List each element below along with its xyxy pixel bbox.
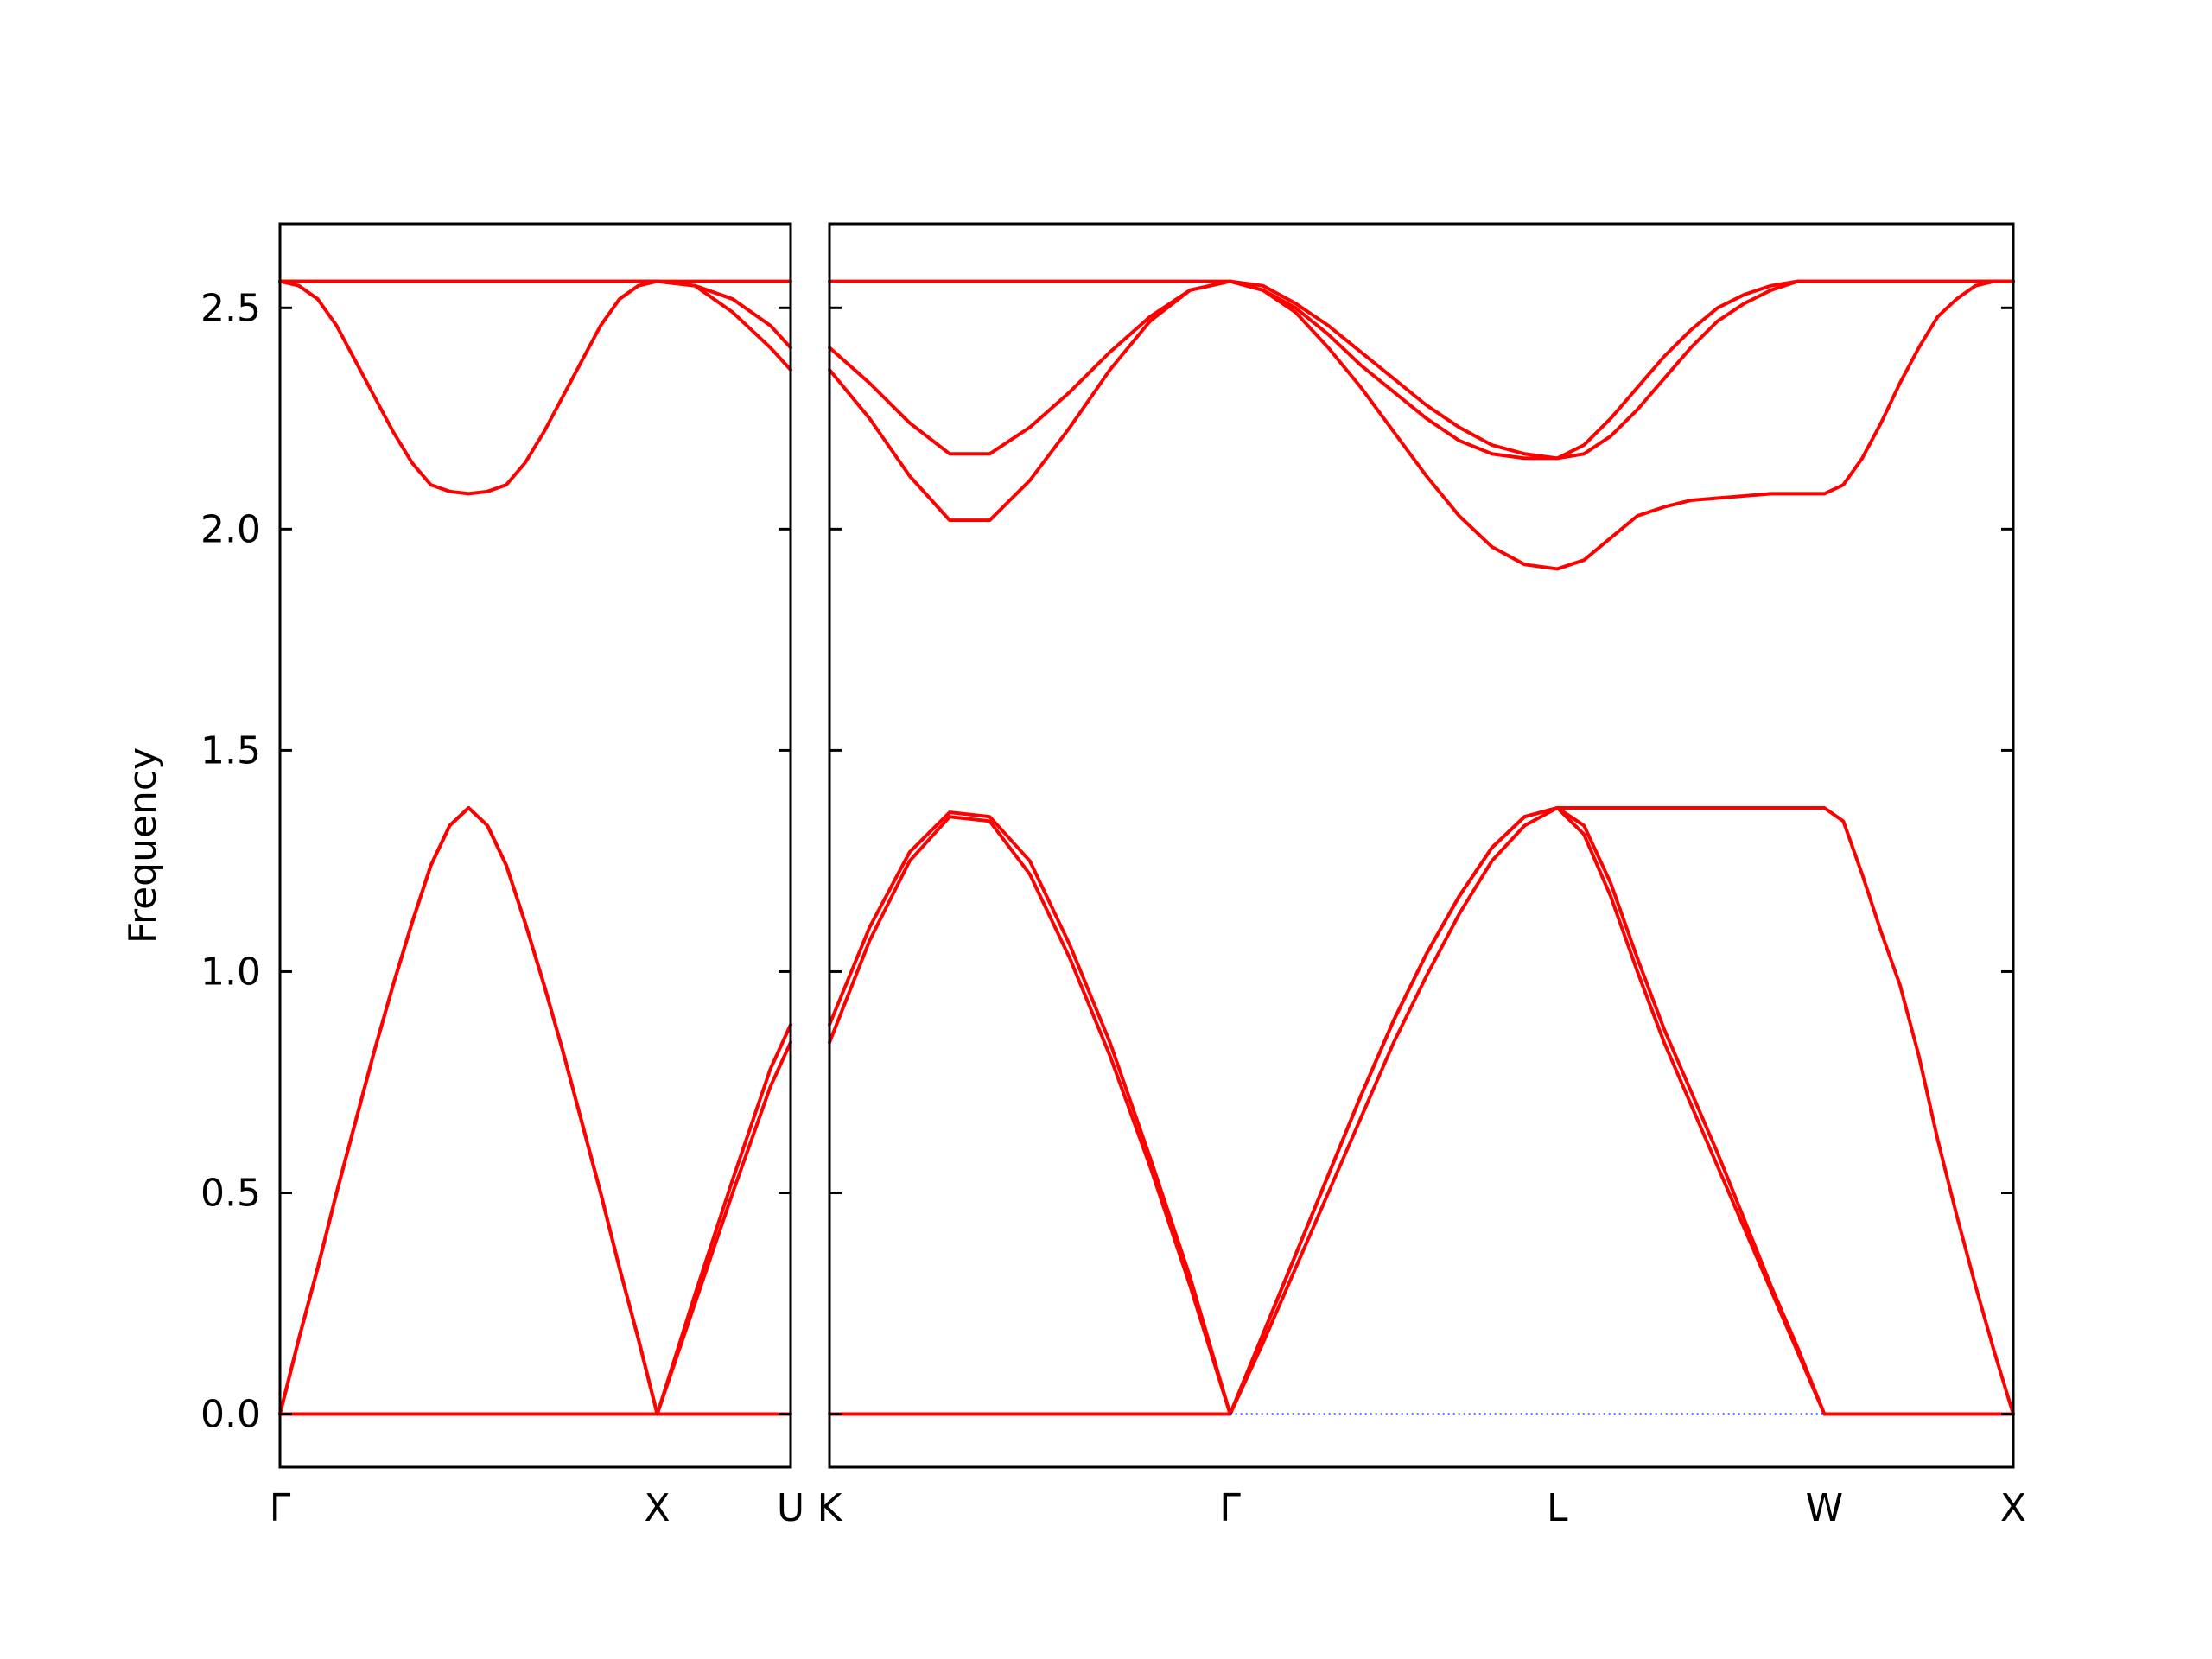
axes-frame <box>278 222 792 1469</box>
band-line <box>278 279 792 496</box>
y-tick-label: 2.0 <box>200 507 261 551</box>
x-tick-label: Γ <box>1219 1486 1241 1530</box>
y-tick-label: 1.0 <box>200 950 261 994</box>
band-line <box>278 805 792 1416</box>
x-tick-label: X <box>2000 1486 2026 1530</box>
y-axis-label: Frequency <box>121 747 165 944</box>
y-tick-label: 0.5 <box>200 1171 261 1215</box>
y-tick-label: 0.0 <box>200 1393 261 1437</box>
band-line <box>828 279 2015 571</box>
band-line <box>278 279 792 372</box>
band-line <box>828 279 2015 461</box>
band-line <box>828 805 2015 1416</box>
x-tick-label: U <box>777 1486 804 1530</box>
band-line <box>828 805 2015 1416</box>
x-tick-label: W <box>1806 1486 1844 1530</box>
band-line <box>828 805 2015 1416</box>
band-line <box>278 805 792 1416</box>
x-tick-label: L <box>1547 1486 1568 1530</box>
x-tick-label: Γ <box>270 1486 291 1530</box>
band-line <box>828 279 2015 461</box>
y-tick-label: 2.5 <box>200 286 261 330</box>
y-tick-label: 1.5 <box>200 728 261 772</box>
axes-frame <box>828 222 2015 1469</box>
x-tick-label: X <box>645 1486 671 1530</box>
x-tick-label: K <box>817 1486 843 1530</box>
